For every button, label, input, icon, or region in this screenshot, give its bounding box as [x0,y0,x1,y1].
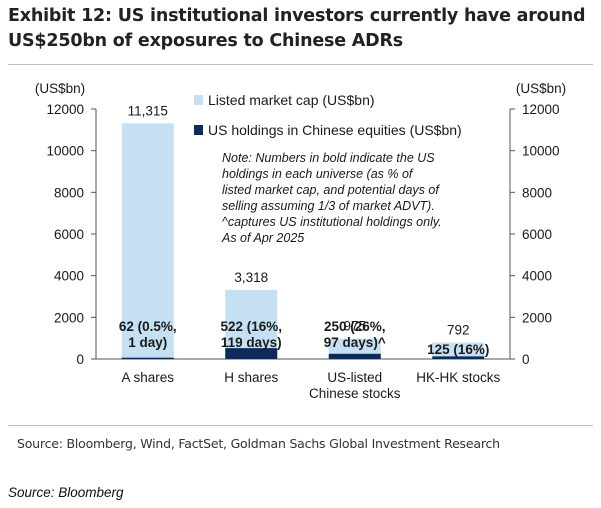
y-tick-label-right: 4000 [522,269,552,284]
y-tick-label-right: 0 [522,352,530,367]
x-tick-label: Chinese stocks [309,386,401,401]
legend-swatch-listed [194,95,203,105]
bar-listed-market-cap [121,123,174,359]
x-tick-label: A shares [121,370,174,385]
legend-label-holdings: US holdings in Chinese equities (US$bn) [208,122,462,138]
value-label-listed: 11,315 [128,103,168,118]
y-tick-label-left: 8000 [54,185,84,200]
image-credit: Source: Bloomberg [8,485,124,500]
value-label-holdings: 522 (16%, [220,319,282,334]
y-tick-label-left: 4000 [54,269,84,284]
chart-title-line-2: US$250bn of exposures to Chinese ADRs [8,31,403,51]
chart-note-line: listed market cap, and potential days of [222,183,440,197]
chart-source: Source: Bloomberg, Wind, FactSet, Goldma… [17,436,500,451]
y-axis-unit-left: (US$bn) [35,81,85,96]
chart-title-line-1: Exhibit 12: US institutional investors c… [8,6,586,26]
value-label-listed: 3,318 [234,270,268,285]
y-tick-label-right: 10000 [522,144,560,159]
bar-chart: 0 0 2000 2000 4000 4000 6000 6000 8000 8000 10000 1… [35,81,566,401]
y-tick-label-right: 12000 [522,102,560,117]
value-label-listed: 975 [343,319,366,334]
y-tick-label-right: 8000 [522,185,552,200]
value-label-listed: 792 [447,323,470,338]
y-tick-label-left: 12000 [46,102,84,117]
value-label-holdings: 62 (0.5%, [119,319,177,334]
y-tick-label-left: 6000 [54,227,84,242]
x-tick-label: H shares [224,370,278,385]
bar-us-holdings [432,356,485,359]
y-tick-label-right: 6000 [522,227,552,242]
y-tick-label-left: 10000 [46,144,84,159]
x-tick-label: US-listed [327,370,382,385]
chart-note-line: selling assuming 1/3 of market ADVT). [222,199,435,213]
bottom-divider [8,425,593,426]
value-label-holdings: 125 (16%) [427,342,489,357]
top-divider [8,64,593,65]
chart-note-line: Note: Numbers in bold indicate the US [222,151,435,165]
value-label-holdings: 1 day) [128,335,167,350]
bar-us-holdings [225,348,278,359]
legend-label-listed: Listed market cap (US$bn) [208,92,375,108]
y-axis-unit-right: (US$bn) [516,81,566,96]
chart-note-line: holdings in each universe (as % of [222,167,414,181]
bar-listed-market-cap [432,342,485,359]
y-tick-label-left: 2000 [54,310,84,325]
value-label-holdings: 97 days)^ [324,335,386,350]
chart-note-line: As of Apr 2025 [221,231,304,245]
y-tick-label-left: 0 [76,352,84,367]
bar-listed-market-cap [225,289,278,359]
bar-us-holdings [121,357,174,359]
legend-swatch-holdings [194,125,203,135]
chart-title: Exhibit 12: US institutional investors c… [8,4,593,54]
x-tick-label: HK-HK stocks [416,370,500,385]
value-label-holdings: 119 days) [221,335,282,350]
chart-note-line: ^captures US institutional holdings only… [222,215,442,229]
bar-us-holdings [328,353,381,359]
y-tick-label-right: 2000 [522,310,552,325]
value-label-holdings: 250 (26%, [324,319,386,334]
